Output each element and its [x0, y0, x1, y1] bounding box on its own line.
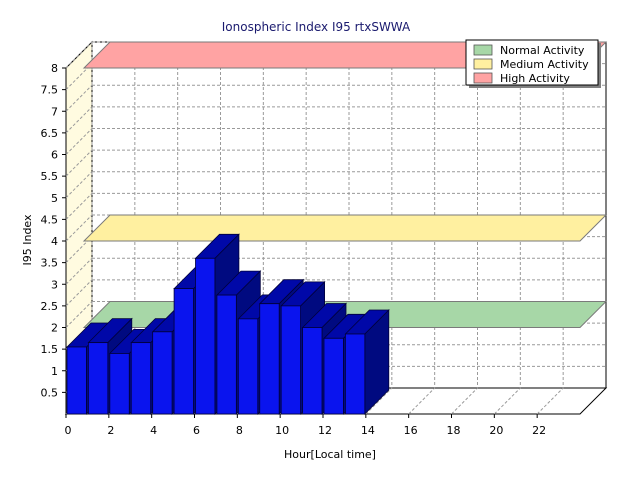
x-tick-label: 14 — [361, 424, 375, 437]
legend-label: Normal Activity — [500, 44, 585, 57]
x-tick-label: 18 — [447, 424, 461, 437]
bar-front — [259, 303, 280, 415]
x-tick-label: 22 — [532, 424, 546, 437]
y-tick-label: 2 — [51, 322, 58, 335]
y-tick-label: 1 — [51, 365, 58, 378]
h-grid-side-line — [65, 257, 93, 285]
h-grid-side-line — [65, 106, 93, 134]
v-grid-floor-line — [408, 387, 436, 415]
legend-label: Medium Activity — [500, 58, 589, 71]
y-tick-label: 6 — [51, 149, 58, 162]
h-grid-side-line — [65, 171, 93, 199]
bar — [344, 309, 390, 415]
h-grid-side-line — [65, 41, 93, 69]
x-tick-label: 12 — [318, 424, 332, 437]
y-tick-label: 4 — [51, 235, 58, 248]
y-tick-label: 1.5 — [41, 343, 59, 356]
x-tick-label: 4 — [150, 424, 157, 437]
x-tick-label: 6 — [193, 424, 200, 437]
y-tick-label: 6.5 — [41, 127, 59, 140]
legend-swatch — [473, 44, 493, 56]
bar-front — [88, 342, 109, 415]
bar-front — [152, 331, 173, 415]
legend-label: High Activity — [500, 72, 570, 85]
bar-front — [302, 327, 323, 415]
y-tick-label: 7 — [51, 105, 58, 118]
y-tick-label: 4.5 — [41, 213, 59, 226]
y-tick-label: 8 — [51, 62, 58, 75]
bar-front — [323, 337, 344, 415]
v-grid-floor-line — [493, 387, 521, 415]
y-tick-label: 0.5 — [41, 386, 59, 399]
h-grid-side-line — [65, 149, 93, 177]
y-tick-label: 5 — [51, 192, 58, 205]
y-axis-label: I95 Index — [21, 214, 34, 266]
v-grid-floor-line — [365, 387, 393, 415]
bar-front — [345, 333, 366, 415]
bar-front — [237, 318, 259, 415]
bar-front — [109, 353, 130, 415]
y-tick-label: 2.5 — [41, 300, 59, 313]
bar-front — [280, 305, 301, 415]
bar-front — [130, 342, 152, 415]
x-tick-label: 2 — [107, 424, 114, 437]
h-grid-side-line — [65, 128, 93, 155]
y-tick-label: 3.5 — [41, 257, 59, 270]
bar-front — [195, 257, 216, 415]
y-tick-label: 3 — [51, 278, 58, 291]
h-grid-side-line — [65, 301, 93, 328]
x-tick-label: 8 — [236, 424, 243, 437]
v-grid-floor-line — [536, 387, 564, 415]
v-grid-floor-line — [451, 387, 478, 415]
legend-swatch — [473, 58, 493, 70]
chart-title: Ionospheric Index I95 rtxSWWA — [222, 20, 411, 34]
bar-front — [66, 346, 87, 415]
h-grid-side-line — [65, 214, 93, 242]
bar-front — [216, 294, 237, 415]
legend-swatch — [473, 72, 493, 84]
bar-front — [173, 288, 194, 415]
x-axis-label: Hour[Local time] — [284, 448, 376, 461]
h-grid-side-line — [65, 84, 93, 112]
h-grid-side-line — [65, 279, 93, 307]
x-tick-label: 0 — [65, 424, 72, 437]
x-tick-label: 16 — [404, 424, 418, 437]
band-medium-activity — [82, 214, 608, 242]
y-tick-label: 5.5 — [41, 170, 59, 183]
axes: 0.5 1 1.5 2 2.5 3 3.5 4 4.5 5 5.5 6 6.5 7 7.5 8 0 2 4 6 8 10 1… — [41, 62, 547, 437]
bars — [66, 233, 390, 415]
h-grid-side-line — [65, 193, 93, 220]
x-tick-label: 20 — [489, 424, 503, 437]
y-tick-label: 7.5 — [41, 84, 59, 97]
x-tick-label: 10 — [275, 424, 289, 437]
